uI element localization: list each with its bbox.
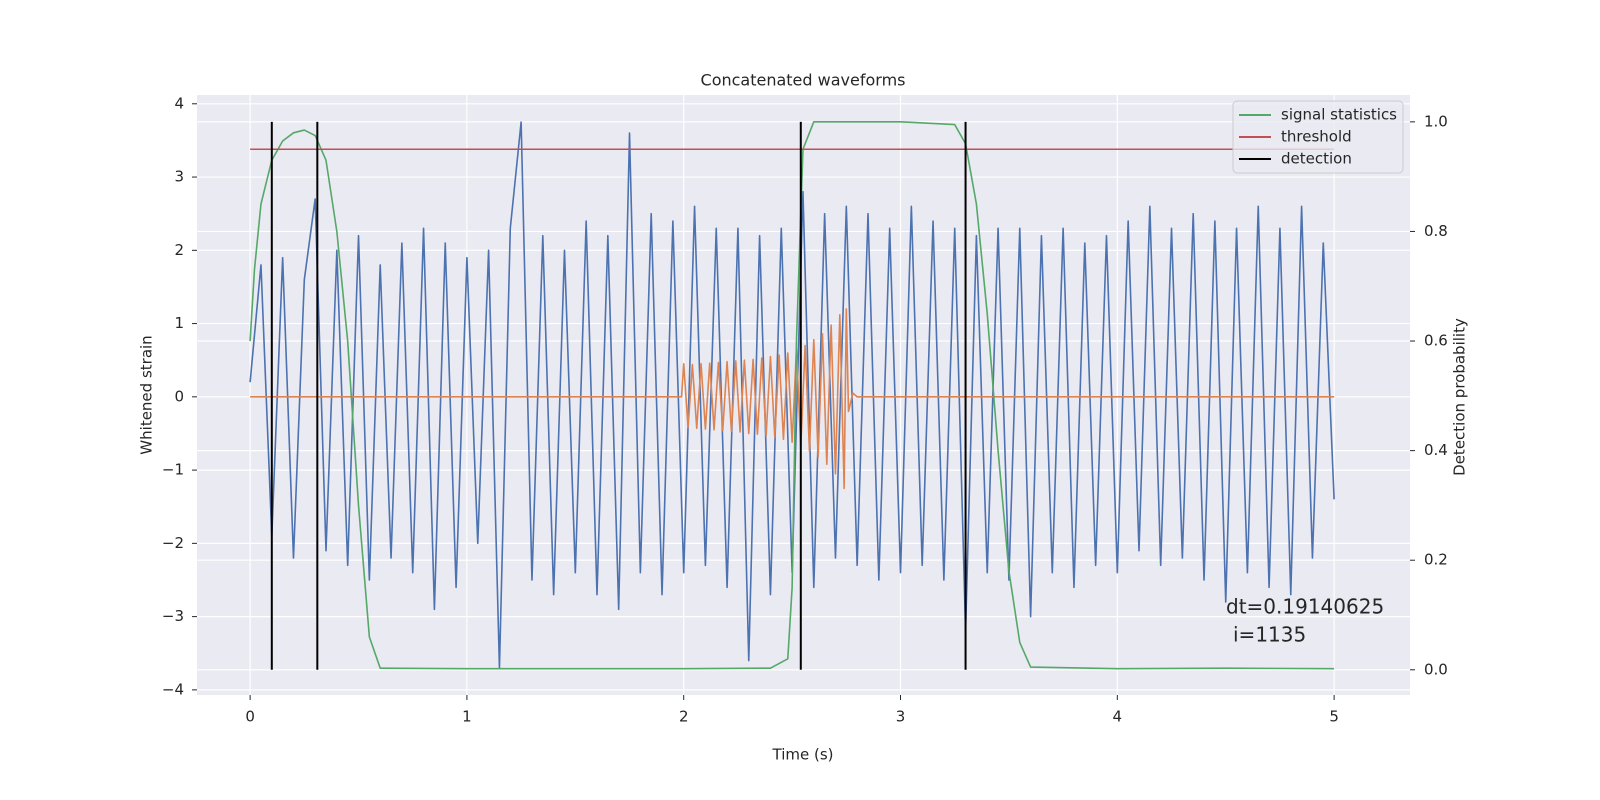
y2-axis-label: Detection probability xyxy=(1451,318,1469,476)
y-tick-label: 2 xyxy=(174,241,184,259)
y-tick-label: −2 xyxy=(162,534,184,552)
legend-box xyxy=(1232,100,1404,174)
y2-tick-label: 1.0 xyxy=(1424,112,1448,130)
y-tick-label: 1 xyxy=(174,314,184,332)
overlay: dt=0.19140625 i=1135 signal statistics thre… xyxy=(1226,100,1404,647)
y2-tick-label: 0.2 xyxy=(1424,551,1448,569)
y-tick-label: 3 xyxy=(174,168,184,186)
y-tick-label: 0 xyxy=(174,387,184,405)
x-tick-label: 4 xyxy=(1113,708,1123,726)
series-line xyxy=(249,121,1335,670)
legend-label: threshold xyxy=(1281,128,1352,146)
x-tick-label: 5 xyxy=(1329,708,1339,726)
plot-marks xyxy=(249,121,1335,670)
y-axis-label: Whitened strain xyxy=(138,335,156,454)
x-tick-label: 3 xyxy=(896,708,906,726)
x-tick-label: 2 xyxy=(679,708,689,726)
y-tick-label: 4 xyxy=(174,94,184,112)
x-axis-label: Time (s) xyxy=(772,746,834,764)
annotation: i=1135 xyxy=(1233,623,1306,647)
chart-title: Concatenated waveforms xyxy=(701,71,906,90)
x-tick-label: 0 xyxy=(245,708,255,726)
y-tick-label: −4 xyxy=(162,680,184,698)
y-tick-label: −3 xyxy=(162,607,184,625)
y2-tick-label: 0.0 xyxy=(1424,660,1448,678)
y2-tick-label: 0.8 xyxy=(1424,222,1448,240)
legend-label: signal statistics xyxy=(1281,106,1397,124)
y2-tick-label: 0.6 xyxy=(1424,332,1448,350)
x-tick-label: 1 xyxy=(462,708,472,726)
y2-tick-label: 0.4 xyxy=(1424,441,1448,459)
annotation: dt=0.19140625 xyxy=(1226,595,1384,619)
series-line xyxy=(250,308,1335,490)
legend-label: detection xyxy=(1281,150,1352,168)
y-tick-label: −1 xyxy=(162,461,184,479)
